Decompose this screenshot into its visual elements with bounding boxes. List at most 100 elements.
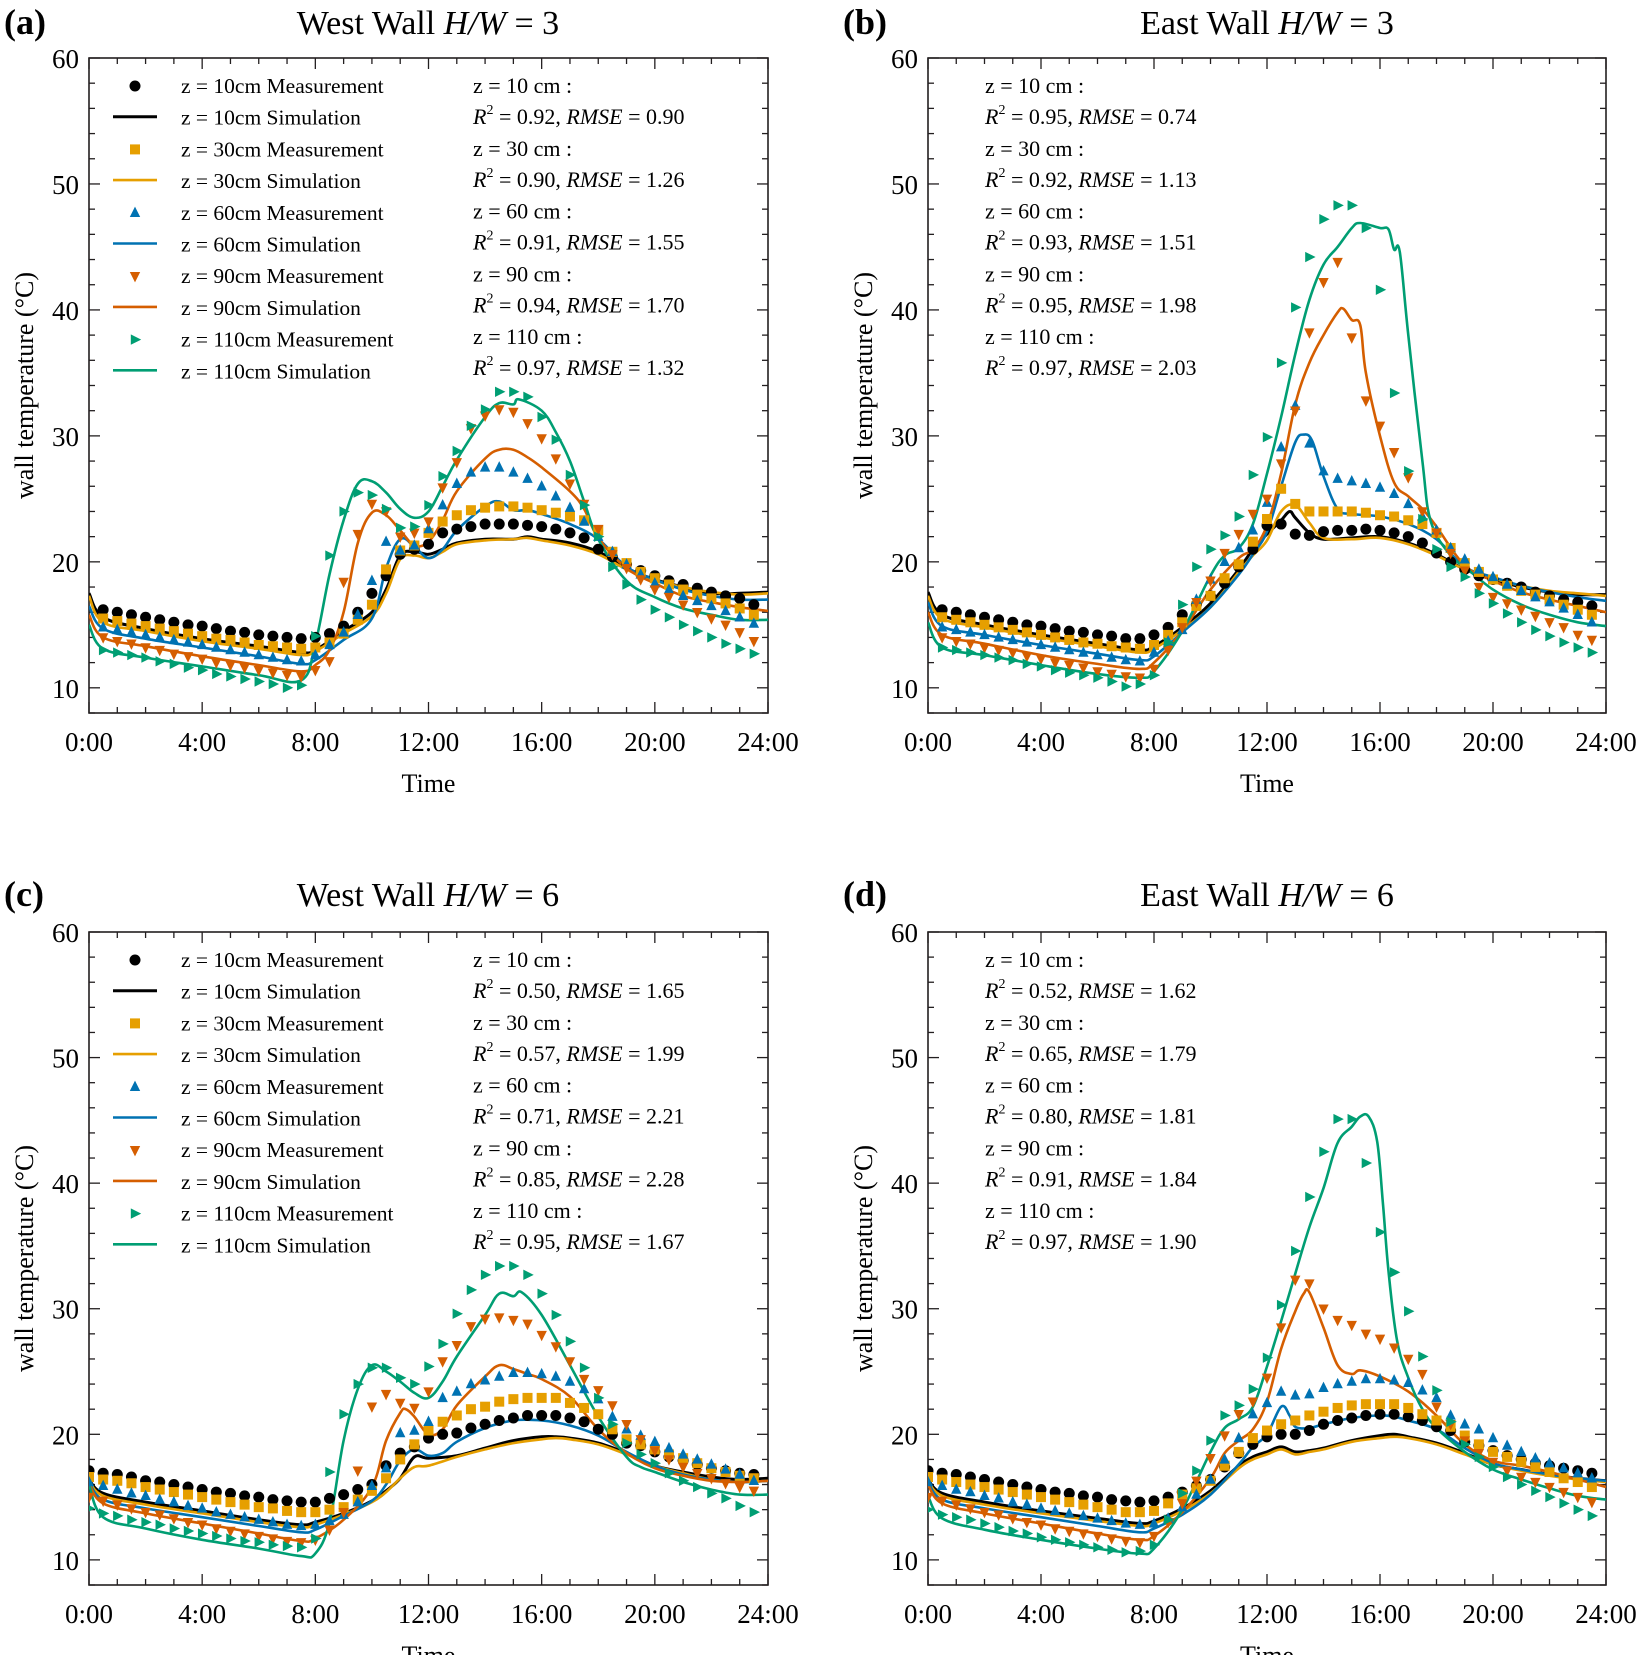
measurement-point-z30 (579, 1402, 590, 1413)
measurement-point-z30 (1502, 1451, 1513, 1462)
measurement-point-z90 (1459, 566, 1470, 577)
r2-superscript: 2 (486, 1040, 493, 1055)
measurement-point-z10 (338, 1489, 350, 1501)
measurement-series-z60 (97, 461, 760, 666)
measurement-point-z60 (607, 1410, 618, 1421)
measurement-point-z110 (410, 521, 421, 532)
r2-value: = 0.65, (1005, 1041, 1078, 1066)
y-tick-label: 30 (52, 422, 79, 452)
legend-label: z = 110cm Measurement (181, 328, 394, 352)
stat-values: R2 = 0.85, RMSE = 2.28 (472, 1165, 685, 1191)
stat-height: z = 60 cm : (473, 1073, 572, 1098)
legend-marker-z30 (130, 1018, 140, 1029)
measurement-point-z110 (523, 1269, 534, 1281)
measurement-point-z110 (212, 1530, 223, 1542)
measurement-point-z110 (1460, 1439, 1471, 1450)
measurement-point-z30 (465, 1404, 476, 1415)
measurement-point-z110 (650, 1457, 662, 1469)
measurement-point-z110 (1163, 637, 1175, 648)
y-tick-label: 20 (52, 548, 79, 578)
measurement-point-z30 (112, 616, 123, 627)
measurement-point-z60 (1191, 1488, 1202, 1499)
measurement-point-z30 (965, 1479, 976, 1490)
measurement-point-z10 (1332, 1414, 1344, 1426)
x-tick-label: 4:00 (1017, 1599, 1065, 1629)
r2-superscript: 2 (486, 166, 493, 181)
measurement-point-z30 (564, 1397, 575, 1408)
r2-superscript: 2 (998, 1103, 1005, 1118)
title-prefix: East Wall (1140, 5, 1278, 42)
measurement-point-z110 (707, 632, 718, 643)
measurement-point-z90 (663, 592, 675, 604)
rmse-symbol: RMSE (565, 1166, 623, 1191)
measurement-point-z90 (1403, 1354, 1414, 1366)
measurement-point-z110 (735, 643, 746, 654)
legend-label: z = 60cm Simulation (181, 233, 361, 257)
measurement-point-z90 (1487, 592, 1499, 604)
measurement-point-z60 (1304, 1387, 1315, 1399)
measurement-point-z30 (1050, 632, 1061, 643)
measurement-point-z90 (1388, 1343, 1400, 1354)
measurement-point-z110 (339, 1409, 350, 1420)
measurement-point-z30 (979, 1482, 990, 1493)
measurement-point-z90 (692, 608, 703, 619)
measurement-point-z90 (1049, 658, 1061, 669)
measurement-point-z60 (1530, 1451, 1541, 1463)
x-tick-label: 20:00 (624, 727, 686, 757)
measurement-point-z30 (979, 619, 990, 630)
measurement-point-z30 (1106, 1504, 1117, 1515)
measurement-point-z60 (281, 1518, 293, 1529)
measurement-point-z60 (295, 655, 307, 666)
measurement-point-z30 (1036, 629, 1046, 640)
measurement-point-z90 (536, 1330, 547, 1342)
measurement-point-z110 (1361, 222, 1373, 234)
r2-symbol: R (472, 1041, 487, 1066)
measurement-point-z110 (1135, 1545, 1147, 1557)
measurement-point-z110 (296, 1542, 308, 1553)
legend: z = 10cm Measurement z = 10cm Simulation z… (113, 948, 394, 1257)
measurement-point-z90 (677, 600, 689, 611)
measurement-point-z110 (1488, 598, 1500, 609)
measurement-point-z30 (494, 1396, 505, 1407)
stat-height: z = 110 cm : (473, 1198, 582, 1223)
measurement-point-z30 (951, 614, 962, 625)
measurement-point-z110 (1517, 617, 1528, 628)
measurement-point-z90 (1219, 548, 1230, 560)
measurement-point-z90 (979, 643, 990, 654)
measurement-point-z30 (1262, 1425, 1272, 1436)
r2-symbol: R (984, 355, 999, 380)
measurement-point-z110 (1404, 465, 1415, 477)
measurement-point-z110 (707, 1488, 718, 1499)
measurement-point-z110 (1107, 1544, 1118, 1556)
measurement-point-z90 (1120, 1536, 1131, 1548)
measurement-point-z60 (352, 608, 363, 619)
measurement-point-z110 (438, 470, 449, 482)
measurement-point-z60 (366, 1479, 378, 1490)
measurement-point-z90 (451, 1340, 462, 1352)
measurement-point-z110 (980, 1518, 991, 1529)
measurement-point-z30 (494, 501, 505, 512)
measurement-point-z30 (381, 1473, 392, 1484)
measurement-point-z90 (1487, 1457, 1499, 1469)
r2-superscript: 2 (486, 977, 493, 992)
rmse-symbol: RMSE (1077, 1229, 1135, 1254)
measurement-point-z30 (437, 1416, 448, 1427)
r2-superscript: 2 (486, 354, 493, 369)
legend-marker-z60 (129, 1080, 141, 1091)
measurement-point-z110 (537, 411, 548, 423)
y-tick-label: 20 (891, 1420, 918, 1450)
measurement-point-z60 (1318, 464, 1329, 476)
measurement-point-z60 (1388, 487, 1400, 499)
rmse-symbol: RMSE (565, 230, 623, 255)
title-suffix: = 3 (506, 5, 559, 42)
measurement-point-z110 (937, 642, 949, 653)
measurement-point-z60 (706, 599, 717, 611)
measurement-point-z10 (281, 631, 293, 643)
measurement-point-z10 (451, 1427, 463, 1439)
r2-value: = 0.92, (493, 104, 566, 129)
measurement-point-z30 (720, 598, 731, 609)
rmse-value: = 1.51 (1135, 230, 1197, 255)
measurement-point-z110 (509, 1260, 520, 1272)
rmse-symbol: RMSE (565, 1229, 623, 1254)
measurement-point-z90 (1106, 669, 1117, 681)
